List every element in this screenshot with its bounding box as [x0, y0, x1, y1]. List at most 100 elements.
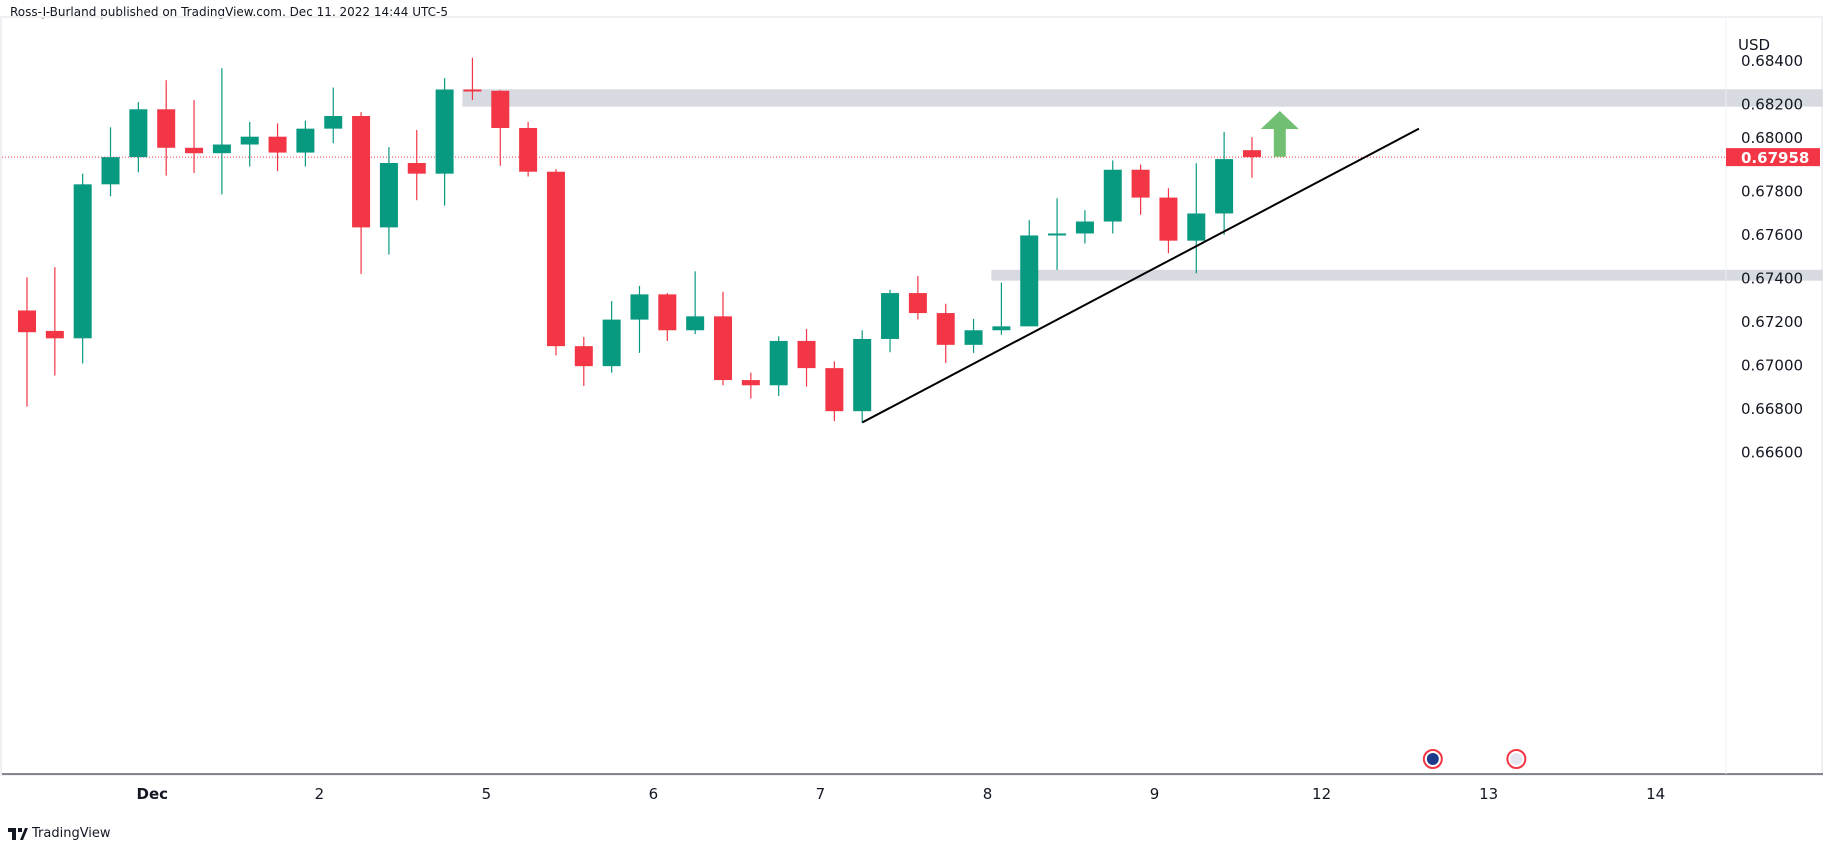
x-tick-label: 2 — [315, 785, 325, 803]
candle-body — [714, 316, 732, 381]
candle — [1075, 210, 1094, 244]
candle-body — [212, 144, 231, 154]
candle — [352, 112, 371, 274]
candle-body — [1159, 197, 1178, 241]
candle — [1103, 160, 1122, 234]
candle — [379, 147, 398, 255]
candle — [73, 173, 92, 364]
y-tick-label: 0.66800 — [1741, 400, 1803, 418]
candle-body — [574, 346, 593, 367]
candle-body — [1131, 169, 1150, 198]
candle — [45, 267, 64, 376]
candle — [212, 68, 231, 195]
candle — [268, 123, 287, 172]
candle — [1215, 131, 1234, 235]
y-tick-label: 0.68200 — [1741, 96, 1803, 114]
candle-body — [881, 293, 900, 339]
candle — [602, 301, 621, 373]
candle — [296, 120, 315, 167]
candle-body — [964, 330, 983, 345]
candle — [769, 336, 788, 396]
candle — [714, 291, 732, 386]
trendline — [861, 127, 1420, 424]
x-tick-label: 12 — [1312, 785, 1331, 803]
australia-flag-icon[interactable] — [1422, 749, 1443, 769]
candle-body — [268, 136, 287, 153]
candle — [157, 80, 176, 176]
candle-body — [853, 338, 872, 412]
y-tick-label: 0.68400 — [1741, 52, 1803, 70]
candle-body — [157, 109, 176, 148]
candle — [1187, 163, 1206, 274]
candle-body — [686, 316, 705, 331]
x-tick-label: 5 — [482, 785, 492, 803]
last-price-badge — [1726, 148, 1820, 167]
y-tick-label: 0.67800 — [1741, 183, 1803, 201]
candle-body — [185, 147, 204, 154]
candle-body — [296, 128, 315, 153]
candle — [1048, 198, 1067, 271]
x-tick-label: 13 — [1479, 785, 1498, 803]
candle — [1020, 220, 1039, 327]
candle-body — [602, 319, 621, 367]
horizontal-zone-1 — [462, 89, 1823, 107]
candle — [546, 169, 565, 356]
x-tick-label: 9 — [1150, 785, 1160, 803]
candle — [519, 121, 538, 177]
candle — [630, 285, 649, 353]
candle-body — [1075, 221, 1094, 234]
candle-body — [73, 184, 92, 339]
candle — [797, 328, 816, 387]
candle-body — [491, 90, 510, 128]
candle-body — [658, 294, 677, 331]
candle — [825, 361, 844, 422]
candle — [435, 78, 454, 206]
candle — [853, 330, 872, 423]
y-tick-label: 0.67000 — [1741, 357, 1803, 375]
y-tick-label: 0.67400 — [1741, 270, 1803, 288]
candle — [992, 282, 1011, 335]
candle — [407, 129, 426, 201]
usa-flag-icon[interactable] — [1506, 749, 1527, 769]
candle — [1242, 137, 1261, 178]
candle-body — [519, 127, 538, 172]
up-arrow-icon — [1260, 111, 1299, 157]
candle-body — [1242, 150, 1261, 158]
horizontal-zone-2 — [991, 269, 1823, 281]
candle — [101, 127, 120, 197]
candle-body — [1020, 235, 1039, 327]
y-tick-label: 0.67600 — [1741, 226, 1803, 244]
candle-body — [379, 163, 398, 228]
candle-body — [129, 109, 148, 158]
candle-body — [1048, 233, 1067, 236]
candle — [881, 289, 900, 353]
last-price-value: 0.67958 — [1741, 149, 1809, 167]
event-marker-flag — [1426, 753, 1439, 765]
x-tick-label: Dec — [137, 785, 169, 803]
candle-body — [1187, 213, 1206, 241]
candle — [129, 102, 148, 173]
candle-body — [1103, 169, 1122, 222]
candle-body — [908, 293, 927, 314]
candle-body — [546, 171, 565, 347]
candle-body — [45, 330, 64, 339]
candle-body — [18, 310, 36, 333]
candle — [18, 277, 36, 407]
candle-body — [324, 116, 343, 129]
x-tick-label: 7 — [816, 785, 826, 803]
candle — [574, 337, 593, 386]
candle-body — [1215, 159, 1234, 214]
candle-body — [630, 294, 649, 320]
publish-attribution: Ross-J-Burland published on TradingView.… — [10, 5, 449, 19]
candle-body — [825, 368, 844, 412]
tradingview-logo-text: TradingView — [32, 826, 111, 841]
candle — [185, 100, 204, 174]
y-tick-label: 0.67200 — [1741, 313, 1803, 331]
candle-body — [936, 313, 955, 345]
candle-body — [101, 157, 120, 185]
chart-frame — [0, 16, 1823, 776]
event-marker-flag — [1510, 753, 1523, 765]
candle-body — [992, 326, 1011, 331]
candle-body — [407, 163, 426, 174]
